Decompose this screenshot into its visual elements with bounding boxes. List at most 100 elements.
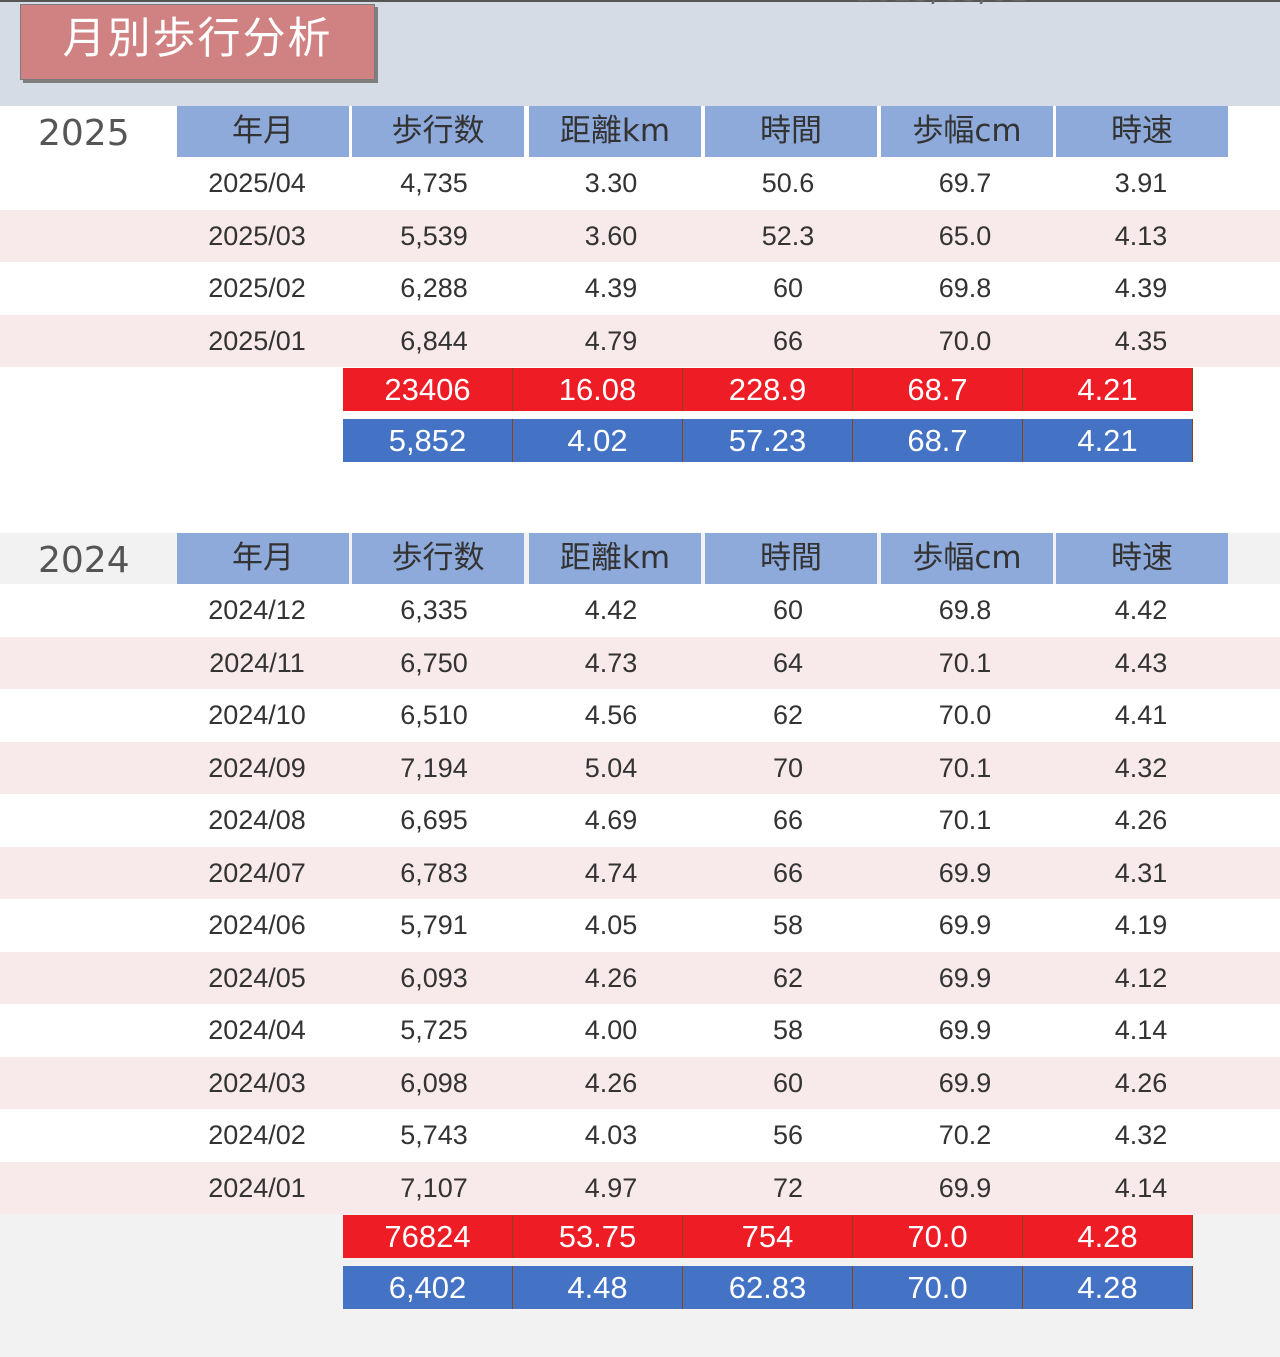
table-cell: 4.26 bbox=[584, 1068, 638, 1098]
table-cell: 4.56 bbox=[584, 700, 638, 730]
table-cell: 70.0 bbox=[938, 326, 992, 356]
average-cell: 5,852 bbox=[343, 419, 513, 462]
title-button[interactable]: 月別歩行分析 bbox=[20, 4, 375, 80]
section-background-2025 bbox=[0, 106, 1280, 480]
table-cell: 69.9 bbox=[938, 1173, 992, 1203]
table-cell: 66 bbox=[772, 805, 804, 835]
table-cell: 4.13 bbox=[1114, 221, 1168, 251]
column-header: 年月 bbox=[177, 106, 349, 157]
table-cell: 4,735 bbox=[400, 168, 468, 198]
table-cell: 7,194 bbox=[400, 753, 468, 783]
table-row-bg bbox=[0, 1109, 1280, 1162]
total-cell: 754 bbox=[683, 1215, 853, 1258]
table-cell: 3.60 bbox=[584, 221, 638, 251]
average-cell: 68.7 bbox=[853, 419, 1023, 462]
table-cell: 2024/06 bbox=[208, 910, 306, 940]
date-display: 2025/05/01 bbox=[800, 0, 1060, 12]
table-cell: 4.41 bbox=[1114, 700, 1168, 730]
column-header: 距離km bbox=[529, 106, 701, 157]
table-cell: 6,335 bbox=[400, 595, 468, 625]
table-cell: 65.0 bbox=[938, 221, 992, 251]
table-cell: 2025/01 bbox=[208, 326, 306, 356]
average-cell: 70.0 bbox=[853, 1266, 1023, 1309]
table-cell: 4.32 bbox=[1114, 1120, 1168, 1150]
table-cell: 6,695 bbox=[400, 805, 468, 835]
table-cell: 4.12 bbox=[1114, 963, 1168, 993]
table-cell: 4.74 bbox=[584, 858, 638, 888]
table-cell: 4.39 bbox=[584, 273, 638, 303]
table-cell: 5,791 bbox=[400, 910, 468, 940]
table-cell: 69.7 bbox=[938, 168, 992, 198]
average-cell: 57.23 bbox=[683, 419, 853, 462]
table-row-stripe bbox=[0, 952, 1280, 1004]
table-cell: 56 bbox=[772, 1120, 804, 1150]
table-cell: 7,107 bbox=[400, 1173, 468, 1203]
column-header: 歩行数 bbox=[352, 533, 524, 584]
table-cell: 4.03 bbox=[584, 1120, 638, 1150]
total-cell: 4.21 bbox=[1023, 368, 1193, 411]
table-cell: 4.97 bbox=[584, 1173, 638, 1203]
table-cell: 60 bbox=[772, 595, 804, 625]
table-cell: 4.43 bbox=[1114, 648, 1168, 678]
table-cell: 4.26 bbox=[1114, 805, 1168, 835]
table-cell: 4.42 bbox=[1114, 595, 1168, 625]
column-header: 時速 bbox=[1056, 106, 1228, 157]
table-row-stripe bbox=[0, 1057, 1280, 1109]
table-cell: 6,093 bbox=[400, 963, 468, 993]
table-cell: 2024/11 bbox=[209, 648, 305, 678]
table-cell: 4.05 bbox=[584, 910, 638, 940]
column-header: 歩行数 bbox=[352, 106, 524, 157]
table-cell: 2024/04 bbox=[208, 1015, 306, 1045]
table-cell: 2024/12 bbox=[208, 595, 306, 625]
table-cell: 70.1 bbox=[938, 805, 992, 835]
table-cell: 58 bbox=[772, 910, 804, 940]
table-cell: 4.31 bbox=[1114, 858, 1168, 888]
table-cell: 62 bbox=[772, 700, 804, 730]
table-cell: 66 bbox=[772, 326, 804, 356]
average-cell: 6,402 bbox=[343, 1266, 513, 1309]
total-cell: 16.08 bbox=[513, 368, 683, 411]
table-cell: 70.1 bbox=[938, 648, 992, 678]
table-cell: 4.32 bbox=[1114, 753, 1168, 783]
average-cell: 4.21 bbox=[1023, 419, 1193, 462]
table-cell: 3.30 bbox=[584, 168, 638, 198]
table-cell: 70 bbox=[772, 753, 804, 783]
table-cell: 6,098 bbox=[400, 1068, 468, 1098]
table-cell: 6,783 bbox=[400, 858, 468, 888]
table-cell: 2024/10 bbox=[208, 700, 306, 730]
table-cell: 3.91 bbox=[1114, 168, 1168, 198]
table-cell: 5,743 bbox=[400, 1120, 468, 1150]
table-cell: 2024/01 bbox=[208, 1173, 306, 1203]
total-cell: 76824 bbox=[343, 1215, 513, 1258]
table-row-stripe bbox=[0, 637, 1280, 689]
table-cell: 69.9 bbox=[938, 858, 992, 888]
table-cell: 4.26 bbox=[584, 963, 638, 993]
table-row-bg bbox=[0, 899, 1280, 952]
table-cell: 60 bbox=[772, 1068, 804, 1098]
table-row-stripe bbox=[0, 210, 1280, 262]
column-header: 歩幅cm bbox=[881, 106, 1053, 157]
table-cell: 69.9 bbox=[938, 1068, 992, 1098]
table-cell: 4.69 bbox=[584, 805, 638, 835]
table-cell: 4.19 bbox=[1114, 910, 1168, 940]
total-cell: 68.7 bbox=[853, 368, 1023, 411]
date-text: 2025/05/01 bbox=[855, 0, 1028, 9]
table-cell: 64 bbox=[772, 648, 804, 678]
table-cell: 2024/09 bbox=[208, 753, 306, 783]
table-row-bg bbox=[0, 1004, 1280, 1057]
average-cell: 4.02 bbox=[513, 419, 683, 462]
table-cell: 5,539 bbox=[400, 221, 468, 251]
table-cell: 4.35 bbox=[1114, 326, 1168, 356]
table-cell: 6,844 bbox=[400, 326, 468, 356]
total-cell: 228.9 bbox=[683, 368, 853, 411]
table-cell: 4.26 bbox=[1114, 1068, 1168, 1098]
average-cell: 4.28 bbox=[1023, 1266, 1193, 1309]
table-row-stripe bbox=[0, 742, 1280, 794]
table-cell: 2024/05 bbox=[208, 963, 306, 993]
table-cell: 69.9 bbox=[938, 963, 992, 993]
table-cell: 5,725 bbox=[400, 1015, 468, 1045]
table-cell: 6,510 bbox=[400, 700, 468, 730]
table-cell: 2024/07 bbox=[208, 858, 306, 888]
table-cell: 69.9 bbox=[938, 910, 992, 940]
table-row-bg bbox=[0, 584, 1280, 637]
